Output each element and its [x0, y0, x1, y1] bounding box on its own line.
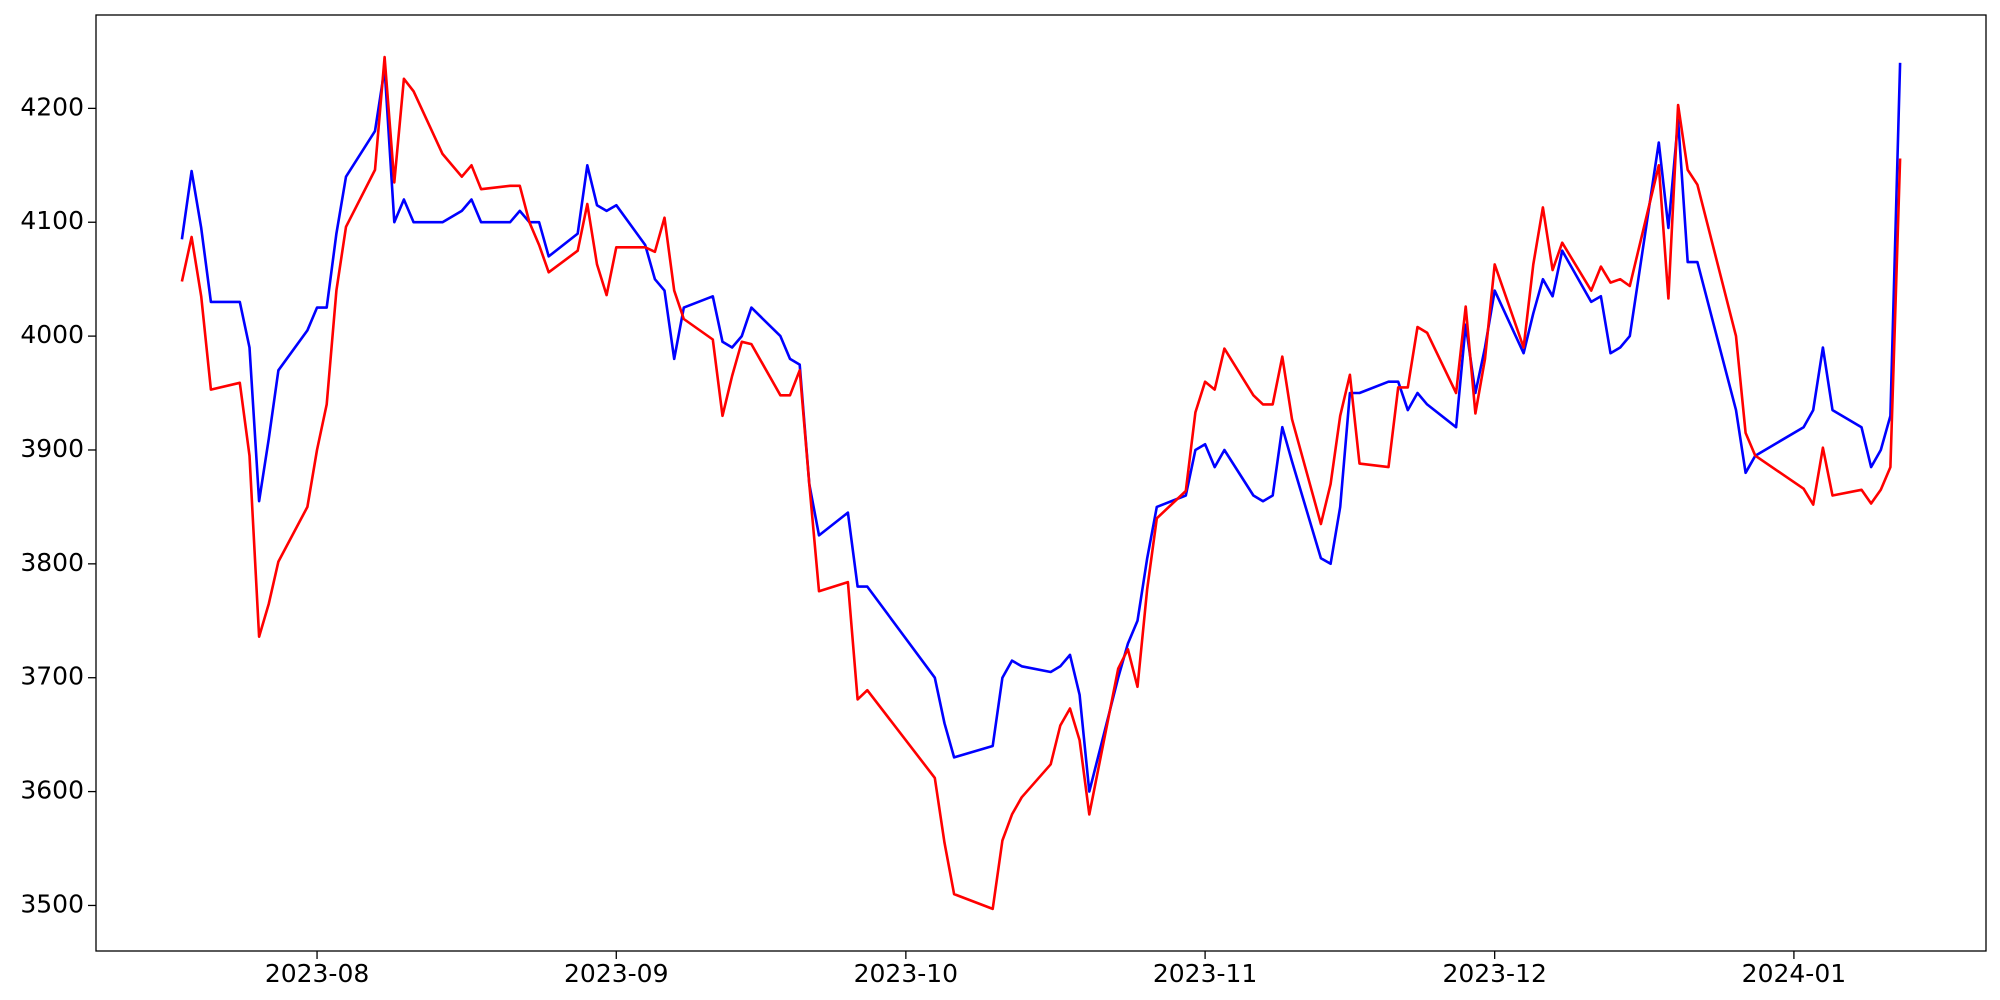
series-line: [180, 62, 1902, 793]
series-line: [180, 55, 1902, 911]
y-tick-label: 3600: [20, 776, 84, 805]
y-tick-label: 3800: [20, 548, 84, 577]
y-tick-label: 4100: [20, 206, 84, 235]
x-tick-label: 2023-08: [265, 959, 369, 988]
y-tick-label: 3700: [20, 662, 84, 691]
plot-frame: [95, 14, 1987, 952]
x-tick-label: 2023-09: [564, 959, 668, 988]
y-tick-label: 4200: [20, 92, 84, 121]
y-tick-label: 3900: [20, 434, 84, 463]
y-tick-label: 3500: [20, 889, 84, 918]
y-tick-label: 4000: [20, 320, 84, 349]
x-tick-label: 2023-12: [1442, 959, 1546, 988]
x-tick-label: 2024-01: [1742, 959, 1846, 988]
x-tick-label: 2023-10: [854, 959, 958, 988]
x-tick-label: 2023-11: [1153, 959, 1257, 988]
